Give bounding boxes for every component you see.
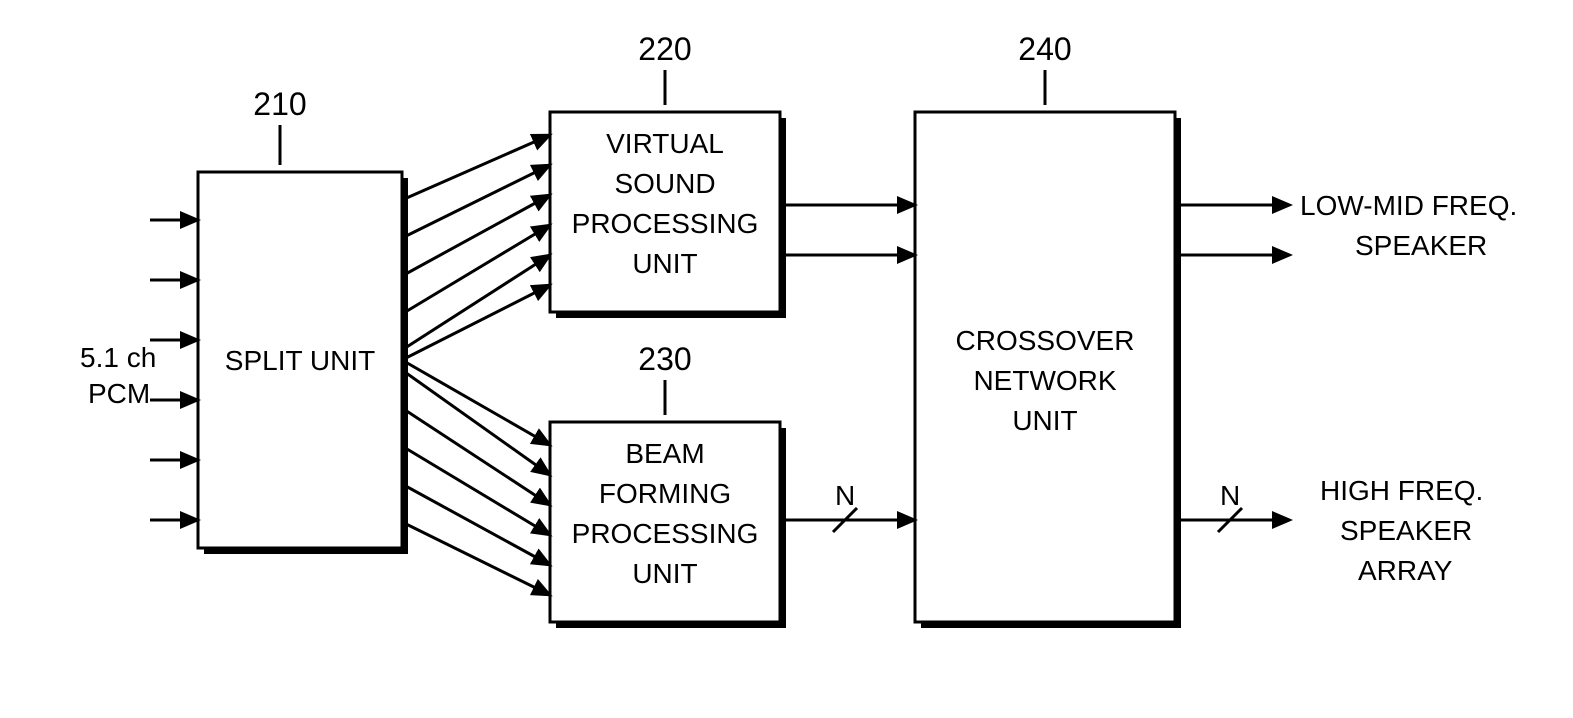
split-label: SPLIT UNIT xyxy=(225,345,375,376)
out-high-label-3: ARRAY xyxy=(1358,555,1453,586)
input-label-line1: 5.1 ch xyxy=(80,342,156,373)
split-to-virtual-0 xyxy=(402,135,550,200)
split-ref: 210 xyxy=(253,86,306,122)
out-lowmid-label-2: SPEAKER xyxy=(1355,230,1487,261)
out-high-label-2: SPEAKER xyxy=(1340,515,1472,546)
split-to-virtual-2 xyxy=(402,195,550,276)
split-to-beam-5 xyxy=(402,522,550,595)
input-label-line2: PCM xyxy=(88,378,150,409)
block-diagram: SPLIT UNIT 210 VIRTUAL SOUND PROCESSING UNIT 2… xyxy=(0,0,1573,718)
crossover-label: UNIT xyxy=(1012,405,1077,436)
beam-label: BEAM xyxy=(625,438,704,469)
virtual-label: VIRTUAL xyxy=(606,128,724,159)
beam-label: FORMING xyxy=(599,478,731,509)
out-high-bus-n: N xyxy=(1220,480,1240,511)
split-to-virtual-5 xyxy=(402,285,550,360)
virtual-label: PROCESSING xyxy=(572,208,759,239)
split-to-beam-4 xyxy=(402,484,550,565)
crossover-label: NETWORK xyxy=(973,365,1116,396)
split-to-virtual-1 xyxy=(402,165,550,238)
beam-bus-n: N xyxy=(835,480,855,511)
out-high-label-1: HIGH FREQ. xyxy=(1320,475,1483,506)
beam-label: UNIT xyxy=(632,558,697,589)
virtual-label: UNIT xyxy=(632,248,697,279)
virtual-label: SOUND xyxy=(614,168,715,199)
virtual-ref: 220 xyxy=(638,31,691,67)
crossover-ref: 240 xyxy=(1018,31,1071,67)
beam-ref: 230 xyxy=(638,341,691,377)
split-to-beam-0 xyxy=(402,360,550,445)
beam-label: PROCESSING xyxy=(572,518,759,549)
out-lowmid-label-1: LOW-MID FREQ. xyxy=(1300,190,1517,221)
crossover-label: CROSSOVER xyxy=(956,325,1135,356)
